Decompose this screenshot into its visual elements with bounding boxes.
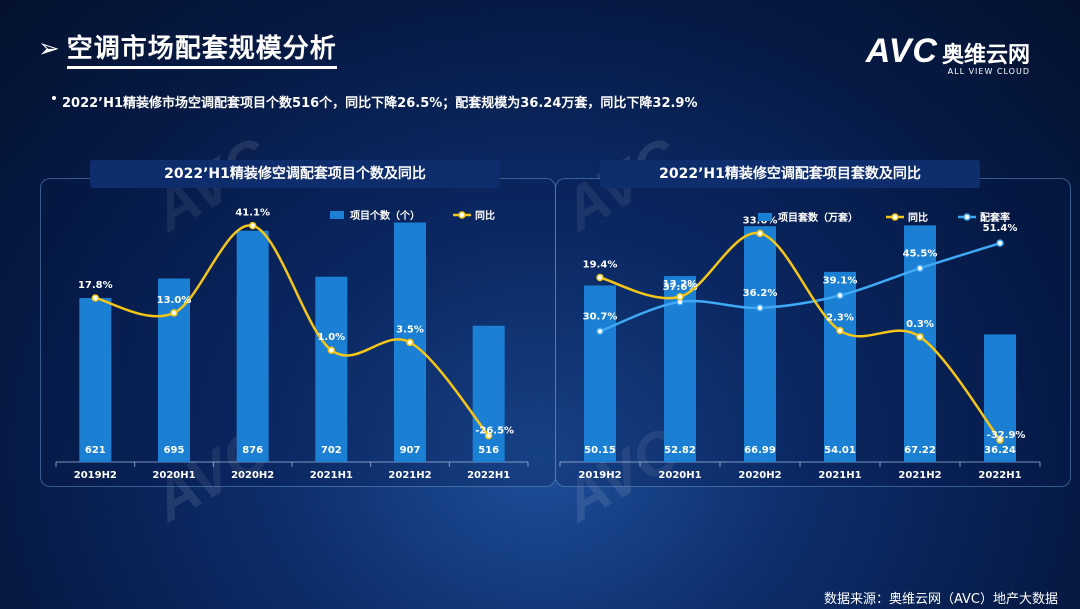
- x-tick-label: 2021H1: [310, 470, 353, 481]
- bar: [744, 226, 776, 462]
- logo-cn: 奥维云网: [941, 43, 1030, 68]
- yoy-line: [599, 232, 1001, 441]
- rate-label: 39.1%: [823, 276, 858, 287]
- chart-title-units: 2022’H1精装修空调配套项目套数及同比: [600, 160, 980, 188]
- arrow-icon: ➢: [38, 34, 61, 64]
- yoy-label: 3.5%: [396, 324, 424, 335]
- x-tick-label: 2019H2: [578, 470, 621, 481]
- chart-panel-projects: [40, 178, 556, 487]
- bar-value-label: 907: [400, 445, 421, 456]
- bar-value-label: 54.01: [824, 445, 856, 456]
- x-tick-label: 2021H1: [818, 470, 861, 481]
- rate-point: [996, 239, 1004, 247]
- bar: [79, 298, 112, 462]
- legend-label: 项目个数（个）: [350, 209, 420, 222]
- legend-label: 配套率: [980, 211, 1010, 224]
- rate-point: [756, 304, 764, 312]
- x-tick-label: 2022H1: [978, 470, 1021, 481]
- yoy-line: [95, 224, 490, 437]
- yoy-point: [484, 431, 493, 440]
- legend-label: 同比: [908, 211, 928, 224]
- rate-point: [596, 327, 604, 336]
- legend-label: 项目套数（万套）: [778, 211, 858, 224]
- yoy-label: 0.3%: [906, 319, 934, 330]
- bar: [664, 276, 696, 462]
- yoy-point: [756, 229, 764, 238]
- yoy-label: -32.9%: [987, 430, 1026, 441]
- yoy-label: 13.2%: [663, 279, 698, 290]
- page-title: ➢ 空调市场配套规模分析: [38, 28, 337, 69]
- bar: [236, 230, 269, 462]
- yoy-label: 13.0%: [157, 295, 192, 306]
- chart-title-projects: 2022’H1精装修空调配套项目个数及同比: [90, 160, 500, 188]
- bar: [824, 271, 856, 462]
- bar-value-label: 52.82: [664, 445, 696, 456]
- yoy-label: 1.0%: [317, 332, 345, 343]
- x-tick-label: 2020H1: [152, 470, 195, 481]
- logo-mark: AVC: [865, 32, 938, 70]
- yoy-label: 2.3%: [826, 313, 854, 324]
- bar-value-label: 67.22: [904, 445, 936, 456]
- yoy-point: [406, 338, 414, 347]
- rate-label: 37.6%: [663, 282, 698, 293]
- yoy-label: 19.4%: [583, 260, 618, 271]
- bar-value-label: 516: [478, 445, 499, 456]
- summary-text: 2022’H1精装修市场空调配套项目个数516个，同比下降26.5%；配套规模为…: [52, 92, 698, 111]
- legend-label: 同比: [475, 209, 495, 222]
- rate-label: 51.4%: [983, 223, 1018, 234]
- yoy-point: [596, 273, 604, 282]
- rate-label: 36.2%: [743, 288, 778, 299]
- yoy-point: [836, 326, 844, 335]
- x-tick-label: 2020H1: [658, 470, 701, 481]
- bar: [158, 278, 190, 462]
- brand-logo: AVC 奥维云网 ALL VIEW CLOUD: [866, 32, 1030, 76]
- yoy-label: 17.8%: [78, 280, 113, 291]
- yoy-point: [91, 294, 100, 302]
- x-tick-label: 2021H2: [898, 470, 941, 481]
- yoy-point: [996, 436, 1004, 444]
- yoy-point: [248, 221, 257, 230]
- legend-swatch-marker: [891, 213, 899, 221]
- bar-value-label: 621: [85, 445, 106, 456]
- yoy-point: [327, 346, 336, 354]
- yoy-point: [170, 309, 178, 317]
- logo-en: ALL VIEW CLOUD: [947, 67, 1030, 76]
- yoy-point: [916, 333, 924, 341]
- legend-swatch-marker: [458, 211, 466, 219]
- x-tick-label: 2021H2: [388, 470, 431, 481]
- legend-swatch-bar: [330, 211, 344, 219]
- bar-value-label: 702: [321, 445, 342, 456]
- bar-value-label: 36.24: [984, 445, 1016, 456]
- data-source: 数据来源：奥维云网（AVC）地产大数据: [823, 592, 1058, 607]
- x-tick-label: 2019H2: [74, 470, 117, 481]
- yoy-label: 41.1%: [235, 208, 270, 219]
- x-tick-label: 2020H2: [738, 470, 781, 481]
- legend-swatch-marker: [963, 213, 971, 221]
- bar-value-label: 66.99: [744, 445, 776, 456]
- bar: [584, 285, 616, 462]
- x-tick-label: 2022H1: [467, 470, 510, 481]
- bar: [315, 276, 348, 462]
- bullet-icon: [52, 96, 56, 100]
- legend-swatch-bar: [758, 213, 772, 221]
- bar-value-label: 50.15: [584, 445, 616, 456]
- rate-point: [836, 291, 844, 300]
- rate-point: [916, 264, 924, 273]
- bar-value-label: 695: [164, 445, 185, 456]
- bar: [472, 325, 505, 462]
- rate-label: 30.7%: [583, 311, 618, 322]
- yoy-label: -26.5%: [475, 426, 514, 437]
- yoy-point: [676, 293, 684, 301]
- bar-value-label: 876: [242, 445, 263, 456]
- bar: [904, 225, 936, 462]
- rate-label: 45.5%: [903, 248, 938, 259]
- x-tick-label: 2020H2: [231, 470, 274, 481]
- rate-line: [599, 241, 1001, 333]
